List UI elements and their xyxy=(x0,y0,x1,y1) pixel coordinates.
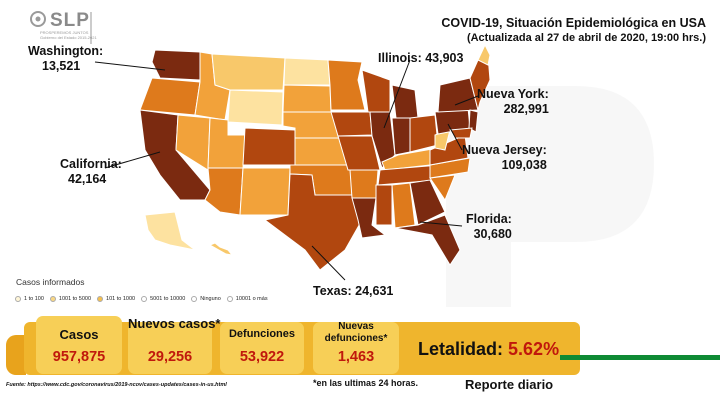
state-maryland xyxy=(449,127,473,139)
legend-swatch xyxy=(49,296,56,302)
state-wisconsin xyxy=(361,69,391,113)
legend-item-label: 10001 o más xyxy=(235,296,268,302)
state-florida xyxy=(394,214,461,266)
logo-subtitle: PROSPEREMOS JUNTOS Gobierno del Estado 2… xyxy=(40,30,97,40)
legend-swatch xyxy=(191,296,198,302)
state-colorado xyxy=(242,127,296,166)
callout-nueva-york-name: Nueva York: xyxy=(477,87,549,101)
state-utah xyxy=(207,117,246,169)
legend-item: 5001 to 10000 xyxy=(141,296,185,302)
legend-item-label: 1001 to 5000 xyxy=(58,296,92,302)
stats-bar-left-cap xyxy=(6,335,26,375)
callout-nueva-jersey: Nueva Jersey: 109,038 xyxy=(462,143,547,173)
letalidad-label: Letalidad: xyxy=(418,339,504,359)
state-new-mexico xyxy=(239,167,291,216)
legend-swatch xyxy=(141,296,148,302)
stat-defunciones: Defunciones 53,922 xyxy=(220,322,304,374)
state-new-jersey xyxy=(468,109,479,133)
stat-nuevas-defunciones: Nuevas defunciones* 1,463 xyxy=(313,321,399,374)
state-mississippi xyxy=(375,184,393,226)
legend-item: Ninguno xyxy=(191,296,221,302)
state-oregon xyxy=(139,77,201,116)
callout-nueva-jersey-name: Nueva Jersey: xyxy=(462,143,547,157)
stats-bar: Casos 957,875 Nuevos casos* 29,256 Defun… xyxy=(0,316,720,375)
state-iowa xyxy=(330,111,373,137)
callout-washington-value: 13,521 xyxy=(42,59,81,73)
stat-nuevos-casos-value: 29,256 xyxy=(147,349,193,365)
stat-defunciones-value: 53,922 xyxy=(239,349,285,365)
callout-nueva-york-value: 282,991 xyxy=(503,102,549,116)
callout-illinois-label: Illinois: 43,903 xyxy=(378,51,464,65)
page-subtitle: (Actualizada al 27 de abril de 2020, 19:… xyxy=(466,32,706,44)
state-ohio xyxy=(409,114,439,153)
callout-texas-label: Texas: 24,631 xyxy=(313,284,394,298)
map-legend: Casos informados 1 to 100 1001 to 5000 101… xyxy=(15,277,268,302)
stat-casos: Casos 957,875 xyxy=(36,316,122,374)
stat-nuevos-casos-label: Nuevos casos* xyxy=(128,316,221,331)
callout-california-name: California: xyxy=(60,157,122,171)
logo-brand: SLP xyxy=(50,10,90,31)
stat-nuevas-defunciones-value: 1,463 xyxy=(337,349,375,365)
stat-nuevos-casos: Nuevos casos* 29,256 xyxy=(128,316,221,374)
state-washington xyxy=(151,49,201,81)
green-stripe xyxy=(560,355,720,360)
state-maine xyxy=(477,43,490,66)
state-minnesota xyxy=(327,59,366,111)
state-georgia xyxy=(409,179,446,226)
legend-item: 101 to 1000 xyxy=(97,296,135,302)
callout-illinois: Illinois: 43,903 xyxy=(378,51,463,66)
page-title: COVID-19, Situación Epidemiológica en US… xyxy=(441,16,706,30)
state-arizona xyxy=(204,167,244,216)
legend-item: 1001 to 5000 xyxy=(49,296,92,302)
stat-defunciones-label: Defunciones xyxy=(228,328,295,340)
legend-item-label: Ninguno xyxy=(200,296,221,302)
state-arkansas xyxy=(349,169,379,199)
state-hawaii xyxy=(208,242,234,256)
callout-florida-name: Florida: xyxy=(466,212,512,226)
stat-nuevas-defunciones-label2: defunciones* xyxy=(324,333,388,344)
callout-texas: Texas: 24,631 xyxy=(313,284,393,299)
legend-item-label: 5001 to 10000 xyxy=(150,296,186,302)
legend-item: 1 to 100 xyxy=(15,296,44,302)
source-note: Fuente: https://www.cdc.gov/coronavirus/… xyxy=(6,382,227,388)
callout-california-value: 42,164 xyxy=(68,172,107,186)
state-kansas xyxy=(294,137,348,166)
state-montana xyxy=(211,53,286,91)
legend-item-label: 101 to 1000 xyxy=(106,296,136,302)
stat-casos-label: Casos xyxy=(59,327,99,342)
callout-florida-value: 30,680 xyxy=(473,227,512,241)
letalidad: Letalidad: 5.62% xyxy=(418,339,559,360)
callout-florida: Florida: 30,680 xyxy=(466,212,512,242)
state-north-dakota xyxy=(283,57,331,86)
legend-swatch xyxy=(97,296,104,302)
stat-casos-value: 957,875 xyxy=(52,349,106,365)
callout-nueva-jersey-value: 109,038 xyxy=(501,158,547,172)
state-wyoming xyxy=(227,89,284,126)
report-label: Reporte diario xyxy=(465,377,554,392)
callout-nueva-york: Nueva York: 282,991 xyxy=(477,87,549,117)
legend-swatch xyxy=(226,296,233,302)
callout-california: California: 42,164 xyxy=(60,157,122,187)
state-indiana xyxy=(391,117,411,156)
state-alaska xyxy=(144,211,196,251)
callout-washington-name: Washington: xyxy=(28,44,104,58)
usa-map xyxy=(139,43,490,271)
legend-swatch xyxy=(15,296,21,302)
legend-title: Casos informados xyxy=(16,277,85,287)
logo-emblem-icon xyxy=(30,11,92,44)
state-michigan xyxy=(391,84,419,119)
legend-items: 1 to 100 1001 to 5000 101 to 1000 5001 to 1… xyxy=(15,296,268,302)
page-header: COVID-19, Situación Epidemiológica en US… xyxy=(441,16,706,44)
callout-washington: Washington: 13,521 xyxy=(28,44,103,74)
legend-item: 10001 o más xyxy=(226,296,268,302)
stat-nuevas-defunciones-label1: Nuevas xyxy=(338,321,374,332)
letalidad-value: 5.62% xyxy=(508,339,560,359)
state-south-dakota xyxy=(282,84,332,113)
footnote: *en las ultimas 24 horas. xyxy=(313,378,419,388)
legend-item-label: 1 to 100 xyxy=(24,296,44,302)
